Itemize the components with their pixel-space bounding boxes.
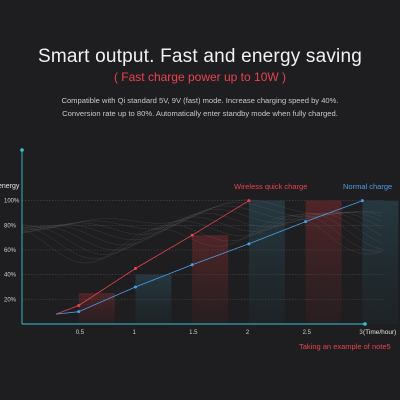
legend-normal-charge: Normal charge [343,182,392,191]
legend-wireless-quick-charge: Wireless quick charge [234,182,307,191]
background-bar [135,274,172,324]
background-bars [78,200,399,324]
series [55,199,364,315]
y-tick-label: 80% [4,223,17,229]
background-bar [248,200,285,324]
x-tick-label: 1.5 [189,330,198,336]
x-axis-arrow [363,322,367,326]
wave-line [21,212,383,251]
description-line-2: Conversion rate up to 80%. Automatically… [62,109,338,118]
x-axis-label: (Time/hour) [363,329,396,336]
y-axis-arrow [20,148,24,152]
background-bar [305,200,342,324]
x-tick-label: 1 [132,330,136,336]
y-tick-label: 60% [4,248,17,254]
series-point [304,220,308,224]
background-bar [192,235,229,324]
grid: 20% 40% 60% 80% 100% [4,199,385,303]
x-tick-label: 3 [359,330,363,336]
page-title: Smart output. Fast and energy saving [37,46,363,67]
background-bar [78,293,115,324]
wave-line [21,209,383,240]
y-tick-label: 100% [4,199,20,205]
page-subtitle: ( Fast charge power up to 10W ) [113,70,287,84]
x-tick-label: 2 [246,330,250,336]
y-axis-label: energy [0,183,20,190]
wave-line [21,215,383,264]
series-point [190,233,194,237]
background-bar [362,200,399,324]
series-point [247,199,251,203]
description-line-1: Compatible with Qi standard 5V, 9V (fast… [61,96,339,105]
x-tick-label: 0.5 [76,330,85,336]
wave-line [21,214,383,260]
series-point [133,285,137,289]
chart-labels: energy (Time/hour) Wireless quick charge… [0,182,396,351]
series-point [77,310,81,314]
series-point [360,199,364,203]
axes: 0.5 1 1.5 2 2.5 3 [20,148,367,336]
series-point [133,267,137,270]
chart-annotation: Taking an example of note5 [299,342,391,351]
wave-line [21,199,383,228]
y-tick-label: 20% [4,297,17,303]
series-point [77,304,81,307]
series-point [190,263,194,267]
wave-line [21,212,383,246]
y-tick-label: 40% [4,273,17,279]
x-tick-label: 2.5 [303,330,312,336]
series-point [247,242,251,246]
